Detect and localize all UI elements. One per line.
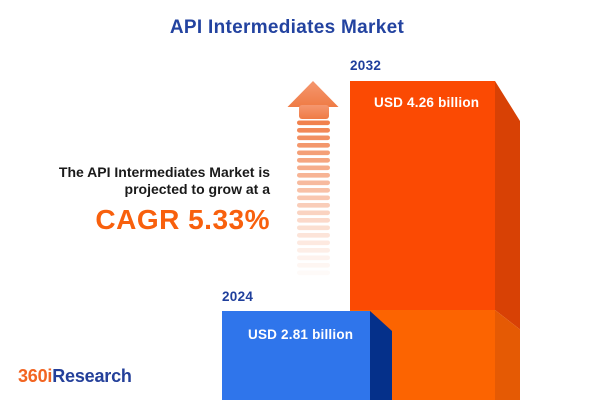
headline-block: The API Intermediates Market is projecte… [0, 164, 270, 235]
brand-logo-research: Research [52, 366, 132, 386]
bar-2032-side-upper [495, 81, 520, 330]
page-title: API Intermediates Market [169, 17, 405, 38]
bar-label-2024: 2024 [222, 289, 254, 304]
brand-logo: 360iResearch [18, 366, 132, 387]
bar-2032-front-upper [350, 81, 495, 310]
bar-2024-front [222, 311, 370, 400]
bar-value-2032: USD 4.26 billion [374, 95, 480, 110]
bar-2032-side-lower [495, 310, 520, 400]
arrow-neck [299, 105, 329, 119]
arrow-head [287, 81, 339, 107]
headline-line2: projected to grow at a [124, 181, 270, 197]
arrow-dash-group [297, 120, 330, 268]
headline-line1: The API Intermediates Market is [58, 164, 270, 180]
brand-logo-360i: 360i [18, 366, 53, 386]
bar-2024-side [370, 311, 392, 400]
bar-value-2024: USD 2.81 billion [248, 327, 354, 342]
bar-label-2032: 2032 [350, 58, 382, 73]
growth-arrow-icon [287, 81, 339, 268]
cagr-value: CAGR 5.33% [95, 204, 270, 235]
